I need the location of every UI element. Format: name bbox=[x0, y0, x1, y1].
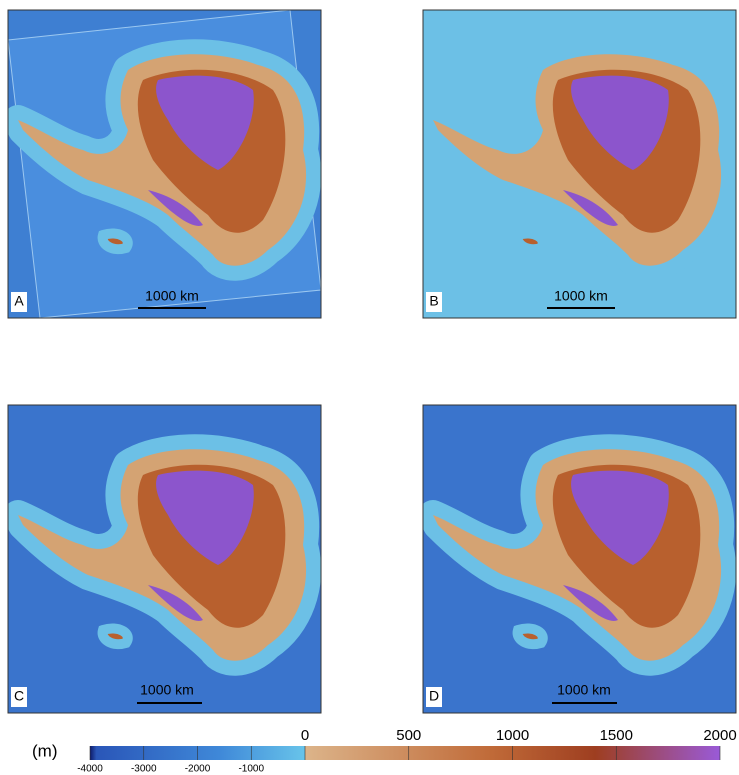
colorbar-tick-label: -2000 bbox=[185, 764, 211, 775]
scale-bar-label: 1000 km bbox=[140, 682, 194, 698]
colorbar-tick-label: -4000 bbox=[77, 764, 103, 775]
colorbar-tick-label: 0 bbox=[301, 727, 309, 744]
colorbar-tick-label: -1000 bbox=[238, 764, 264, 775]
scale-bar-label: 1000 km bbox=[554, 288, 608, 304]
panel-label: B bbox=[429, 293, 438, 309]
panel-a bbox=[8, 10, 321, 318]
scale-bar-label: 1000 km bbox=[145, 288, 199, 304]
colorbar-tick-label: 2000 bbox=[703, 727, 736, 744]
colorbar-tick-label: 1500 bbox=[600, 727, 633, 744]
scale-bar-label: 1000 km bbox=[557, 682, 611, 698]
panel-d bbox=[423, 405, 736, 713]
panel-c bbox=[8, 405, 321, 713]
panel-label: A bbox=[14, 293, 24, 309]
panel-b bbox=[423, 10, 736, 318]
figure: A 1000 km B 1000 km C 1000 km D 1000 km … bbox=[0, 0, 739, 775]
panel-label: C bbox=[14, 688, 24, 704]
colorbar-tick-label: 1000 bbox=[496, 727, 529, 744]
colorbar-tick-label: -3000 bbox=[131, 764, 157, 775]
colorbar-tick-label: 500 bbox=[396, 727, 421, 744]
panel-label: D bbox=[429, 688, 439, 704]
colorbar-unit: (m) bbox=[32, 741, 57, 760]
